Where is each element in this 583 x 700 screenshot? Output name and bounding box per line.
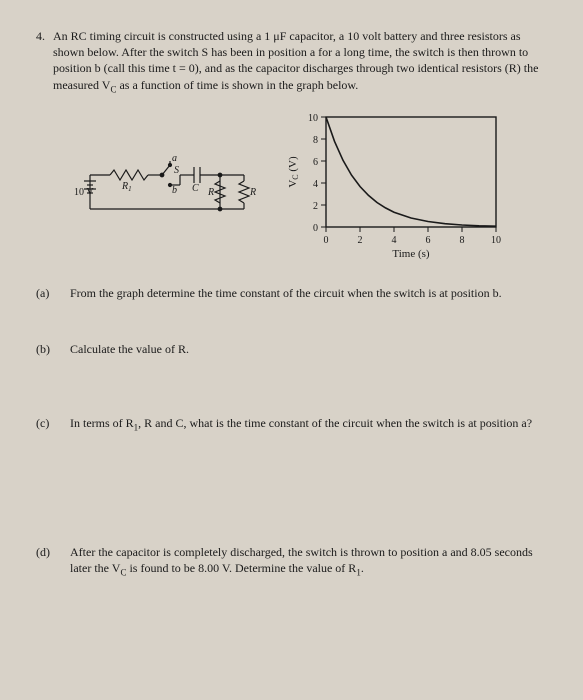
part-c-pre: In terms of R bbox=[70, 416, 134, 430]
part-b-text: Calculate the value of R. bbox=[70, 341, 547, 357]
part-c-text: In terms of R1, R and C, what is the tim… bbox=[70, 415, 547, 434]
pos-a-label: a bbox=[172, 153, 177, 164]
problem-statement: An RC timing circuit is constructed usin… bbox=[53, 28, 547, 95]
statement-end: as a function of time is shown in the gr… bbox=[116, 78, 358, 92]
part-a-body: From the graph determine the time consta… bbox=[70, 286, 502, 300]
part-d-end: . bbox=[361, 561, 364, 575]
r-right-label: R bbox=[249, 187, 256, 198]
r-left-label: R bbox=[207, 187, 214, 198]
part-c-label: (c) bbox=[36, 415, 58, 434]
part-b: (b) Calculate the value of R. bbox=[36, 341, 547, 357]
ytick-6: 6 bbox=[313, 157, 318, 168]
part-d: (d) After the capacitor is completely di… bbox=[36, 544, 547, 579]
ylabel: VC (V) bbox=[287, 156, 300, 188]
part-a-text: From the graph determine the time consta… bbox=[70, 285, 547, 301]
figures-row: 10 V R1 a b S C R R bbox=[36, 107, 547, 267]
part-c: (c) In terms of R1, R and C, what is the… bbox=[36, 415, 547, 434]
ytick-4: 4 bbox=[313, 179, 318, 190]
xtick-2: 2 bbox=[357, 235, 362, 246]
xtick-6: 6 bbox=[425, 235, 430, 246]
ytick-8: 8 bbox=[313, 135, 318, 146]
decay-curve bbox=[326, 117, 496, 226]
xtick-0: 0 bbox=[323, 235, 328, 246]
problem-header: 4. An RC timing circuit is constructed u… bbox=[36, 28, 547, 95]
pos-b-label: b bbox=[172, 185, 177, 196]
circuit-diagram: 10 V R1 a b S C R R bbox=[72, 137, 262, 237]
battery-label: 10 V bbox=[74, 187, 94, 198]
part-d-text: After the capacitor is completely discha… bbox=[70, 544, 547, 579]
problem-number: 4. bbox=[36, 28, 45, 95]
part-c-post: , R and C, what is the time constant of … bbox=[138, 416, 532, 430]
cap-label: C bbox=[192, 183, 199, 194]
xtick-10: 10 bbox=[491, 235, 501, 246]
switch-label: S bbox=[174, 165, 179, 176]
xtick-8: 8 bbox=[459, 235, 464, 246]
part-d-label: (d) bbox=[36, 544, 58, 579]
xtick-4: 4 bbox=[391, 235, 396, 246]
xlabel: Time (s) bbox=[392, 248, 430, 260]
part-a: (a) From the graph determine the time co… bbox=[36, 285, 547, 301]
r1-label: R1 bbox=[121, 181, 132, 193]
part-b-label: (b) bbox=[36, 341, 58, 357]
part-a-label: (a) bbox=[36, 285, 58, 301]
ytick-10: 10 bbox=[308, 113, 318, 124]
discharge-chart: 0 2 4 6 8 10 0 2 4 6 8 10 Time (s) VC bbox=[282, 107, 512, 267]
ytick-2: 2 bbox=[313, 201, 318, 212]
ytick-0: 0 bbox=[313, 223, 318, 234]
part-d-mid: is found to be 8.00 V. Determine the val… bbox=[126, 561, 356, 575]
